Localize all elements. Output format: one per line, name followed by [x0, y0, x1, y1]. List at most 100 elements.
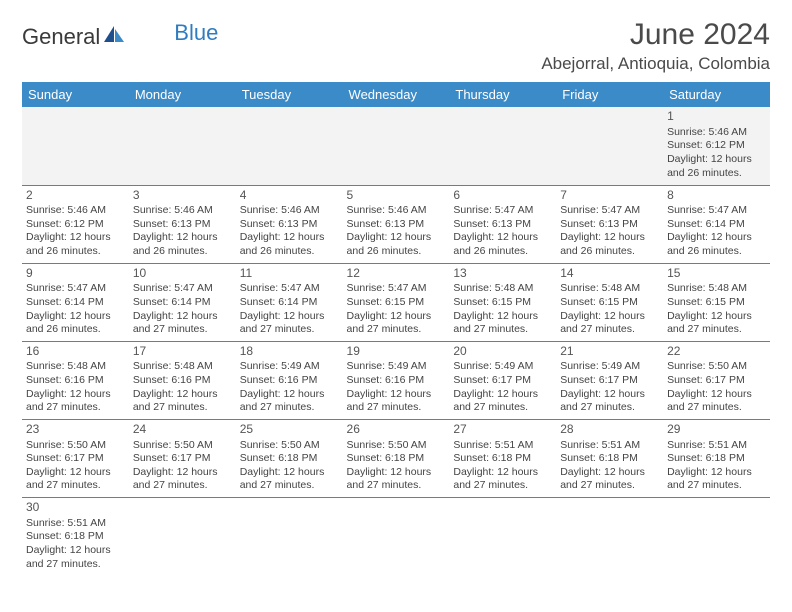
daylight-text: Daylight: 12 hours — [26, 544, 125, 558]
day-number: 10 — [133, 266, 232, 282]
day-number: 23 — [26, 422, 125, 438]
calendar-cell — [22, 107, 129, 185]
sunrise-text: Sunrise: 5:48 AM — [133, 360, 232, 374]
calendar-cell: 1Sunrise: 5:46 AMSunset: 6:12 PMDaylight… — [663, 107, 770, 185]
day-number: 2 — [26, 188, 125, 204]
calendar-cell: 13Sunrise: 5:48 AMSunset: 6:15 PMDayligh… — [449, 263, 556, 341]
calendar-cell: 5Sunrise: 5:46 AMSunset: 6:13 PMDaylight… — [343, 185, 450, 263]
day-number: 28 — [560, 422, 659, 438]
calendar-cell: 22Sunrise: 5:50 AMSunset: 6:17 PMDayligh… — [663, 341, 770, 419]
calendar-cell: 7Sunrise: 5:47 AMSunset: 6:13 PMDaylight… — [556, 185, 663, 263]
daylight-text: Daylight: 12 hours — [26, 466, 125, 480]
day-number: 7 — [560, 188, 659, 204]
sunset-text: Sunset: 6:14 PM — [133, 296, 232, 310]
daylight-text: and 26 minutes. — [667, 245, 766, 259]
sunset-text: Sunset: 6:18 PM — [26, 530, 125, 544]
location-label: Abejorral, Antioquia, Colombia — [541, 54, 770, 74]
sunrise-text: Sunrise: 5:50 AM — [240, 439, 339, 453]
sunrise-text: Sunrise: 5:48 AM — [26, 360, 125, 374]
daylight-text: Daylight: 12 hours — [26, 310, 125, 324]
sunset-text: Sunset: 6:12 PM — [667, 139, 766, 153]
weekday-header: Friday — [556, 82, 663, 107]
calendar-cell: 6Sunrise: 5:47 AMSunset: 6:13 PMDaylight… — [449, 185, 556, 263]
day-number: 21 — [560, 344, 659, 360]
daylight-text: and 27 minutes. — [240, 479, 339, 493]
sunset-text: Sunset: 6:18 PM — [667, 452, 766, 466]
calendar-cell: 26Sunrise: 5:50 AMSunset: 6:18 PMDayligh… — [343, 419, 450, 497]
brand-part2: Blue — [174, 20, 218, 46]
sunset-text: Sunset: 6:18 PM — [453, 452, 552, 466]
sunset-text: Sunset: 6:12 PM — [26, 218, 125, 232]
daylight-text: Daylight: 12 hours — [560, 310, 659, 324]
daylight-text: and 27 minutes. — [240, 401, 339, 415]
calendar-week-row: 2 Sunrise: 5:46 AM Sunset: 6:12 PM Daylight… — [22, 185, 770, 263]
weekday-header: Saturday — [663, 82, 770, 107]
sunset-text: Sunset: 6:13 PM — [560, 218, 659, 232]
sunrise-text: Sunrise: 5:50 AM — [347, 439, 446, 453]
sunset-text: Sunset: 6:15 PM — [347, 296, 446, 310]
sunrise-text: Sunrise: 5:50 AM — [26, 439, 125, 453]
daylight-text: and 27 minutes. — [560, 401, 659, 415]
daylight-text: Daylight: 12 hours — [240, 466, 339, 480]
calendar-cell — [236, 107, 343, 185]
day-number: 12 — [347, 266, 446, 282]
daylight-text: and 26 minutes. — [133, 245, 232, 259]
sunset-text: Sunset: 6:17 PM — [667, 374, 766, 388]
calendar-cell: 18Sunrise: 5:49 AMSunset: 6:16 PMDayligh… — [236, 341, 343, 419]
calendar-cell — [236, 498, 343, 576]
day-number: 9 — [26, 266, 125, 282]
sunset-text: Sunset: 6:17 PM — [560, 374, 659, 388]
calendar-cell: 11Sunrise: 5:47 AMSunset: 6:14 PMDayligh… — [236, 263, 343, 341]
sunset-text: Sunset: 6:13 PM — [133, 218, 232, 232]
calendar-cell: 24Sunrise: 5:50 AMSunset: 6:17 PMDayligh… — [129, 419, 236, 497]
sunrise-text: Sunrise: 5:46 AM — [347, 204, 446, 218]
day-number: 30 — [26, 500, 125, 516]
calendar-week-row: 9Sunrise: 5:47 AMSunset: 6:14 PMDaylight… — [22, 263, 770, 341]
daylight-text: Daylight: 12 hours — [347, 231, 446, 245]
daylight-text: and 26 minutes. — [667, 167, 766, 181]
daylight-text: Daylight: 12 hours — [667, 388, 766, 402]
calendar-cell — [556, 107, 663, 185]
daylight-text: and 26 minutes. — [240, 245, 339, 259]
sunset-text: Sunset: 6:13 PM — [347, 218, 446, 232]
sunset-text: Sunset: 6:17 PM — [133, 452, 232, 466]
daylight-text: Daylight: 12 hours — [347, 388, 446, 402]
sunset-text: Sunset: 6:15 PM — [453, 296, 552, 310]
daylight-text: and 27 minutes. — [347, 479, 446, 493]
calendar-cell — [129, 498, 236, 576]
calendar-cell — [556, 498, 663, 576]
calendar-cell — [343, 107, 450, 185]
daylight-text: and 27 minutes. — [240, 323, 339, 337]
sunrise-text: Sunrise: 5:48 AM — [667, 282, 766, 296]
calendar-cell: 4Sunrise: 5:46 AMSunset: 6:13 PMDaylight… — [236, 185, 343, 263]
day-number: 26 — [347, 422, 446, 438]
sunset-text: Sunset: 6:18 PM — [347, 452, 446, 466]
day-number: 13 — [453, 266, 552, 282]
daylight-text: and 27 minutes. — [26, 479, 125, 493]
sunrise-text: Sunrise: 5:47 AM — [667, 204, 766, 218]
daylight-text: Daylight: 12 hours — [453, 310, 552, 324]
day-number: 16 — [26, 344, 125, 360]
daylight-text: and 27 minutes. — [133, 401, 232, 415]
daylight-text: and 26 minutes. — [560, 245, 659, 259]
daylight-text: Daylight: 12 hours — [560, 231, 659, 245]
weekday-header: Wednesday — [343, 82, 450, 107]
sunrise-text: Sunrise: 5:47 AM — [560, 204, 659, 218]
daylight-text: and 27 minutes. — [667, 479, 766, 493]
calendar-cell: 16Sunrise: 5:48 AMSunset: 6:16 PMDayligh… — [22, 341, 129, 419]
calendar-cell: 8Sunrise: 5:47 AMSunset: 6:14 PMDaylight… — [663, 185, 770, 263]
calendar-cell: 25Sunrise: 5:50 AMSunset: 6:18 PMDayligh… — [236, 419, 343, 497]
sunset-text: Sunset: 6:18 PM — [240, 452, 339, 466]
daylight-text: Daylight: 12 hours — [667, 466, 766, 480]
daylight-text: Daylight: 12 hours — [453, 466, 552, 480]
day-number: 11 — [240, 266, 339, 282]
day-number: 19 — [347, 344, 446, 360]
sunrise-text: Sunrise: 5:48 AM — [453, 282, 552, 296]
daylight-text: Daylight: 12 hours — [560, 388, 659, 402]
day-number: 4 — [240, 188, 339, 204]
calendar-header-row: SundayMondayTuesdayWednesdayThursdayFrid… — [22, 82, 770, 107]
day-number: 14 — [560, 266, 659, 282]
sunset-text: Sunset: 6:14 PM — [240, 296, 339, 310]
month-title: June 2024 — [541, 18, 770, 52]
sunset-text: Sunset: 6:13 PM — [240, 218, 339, 232]
